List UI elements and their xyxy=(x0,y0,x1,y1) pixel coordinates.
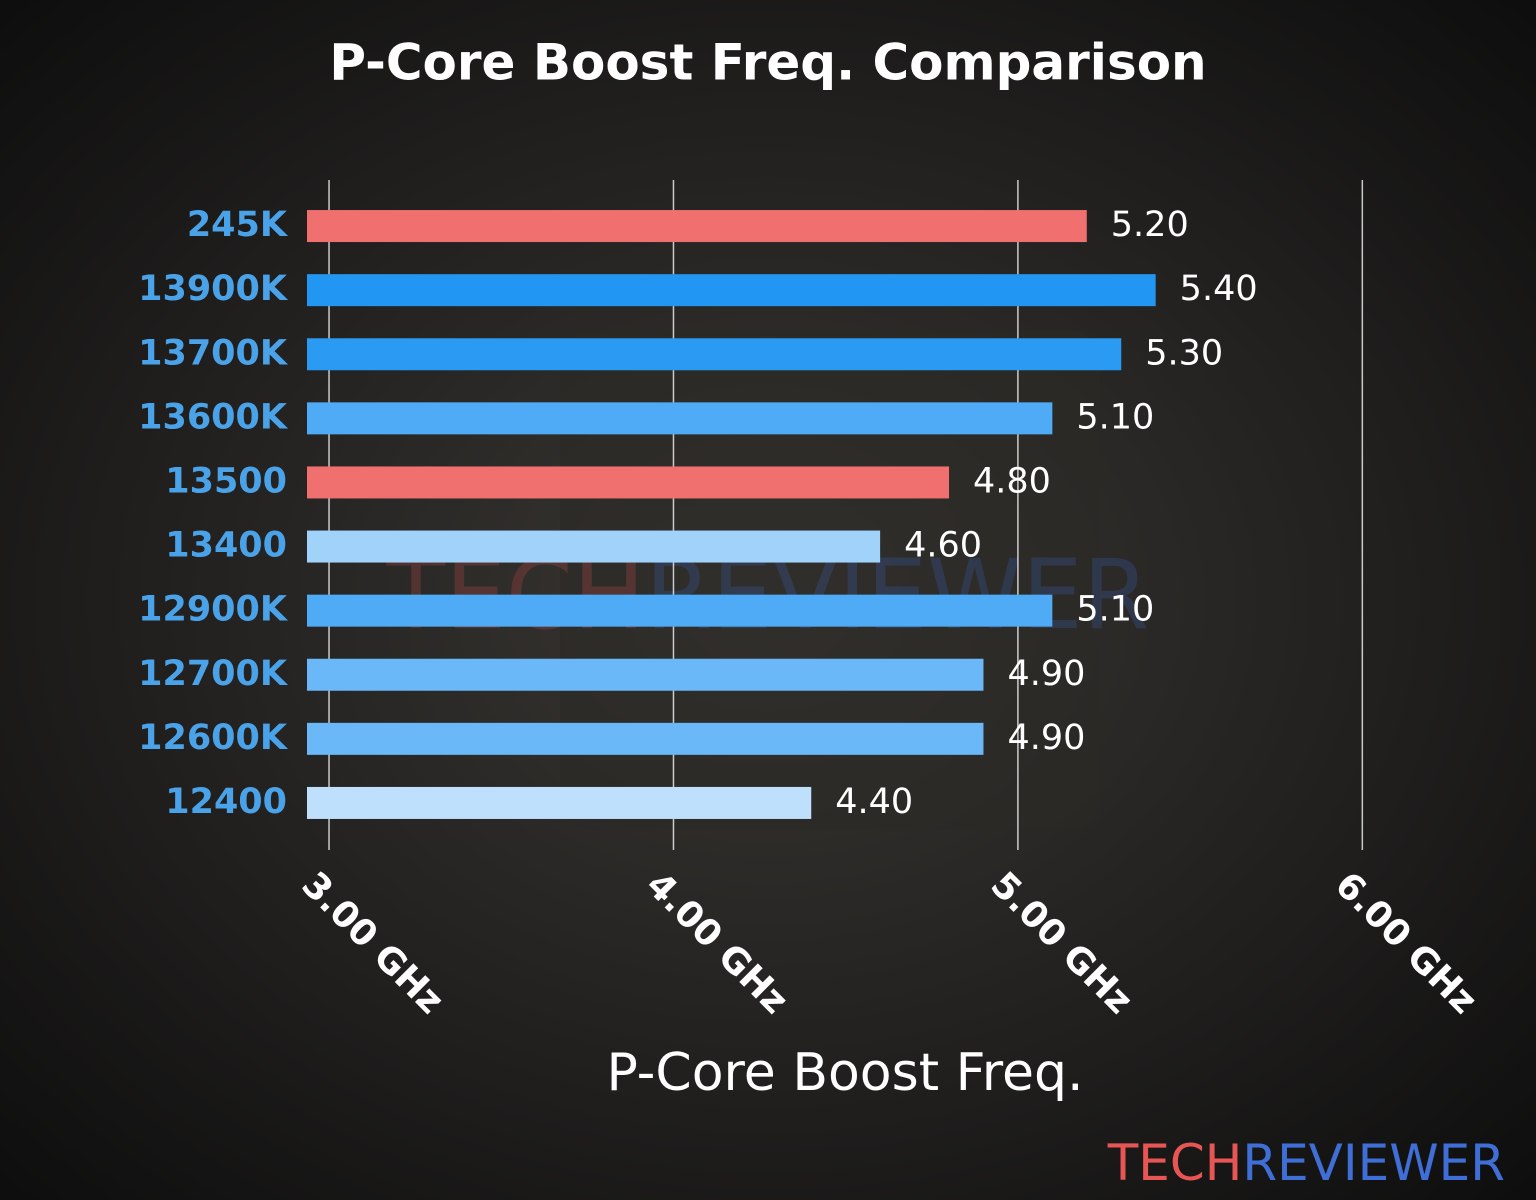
bar xyxy=(307,722,984,755)
y-tick-label: 13600K xyxy=(138,397,289,437)
bar xyxy=(307,402,1053,435)
bar xyxy=(307,274,1156,307)
bar xyxy=(307,466,950,499)
watermark-part: REVIEWER xyxy=(1242,1134,1505,1192)
y-tick-label: 12400 xyxy=(165,782,287,822)
y-tick-label: 12700K xyxy=(138,654,289,694)
bar xyxy=(307,210,1087,243)
y-tick-label: 13900K xyxy=(138,269,289,309)
value-label: 4.90 xyxy=(1007,654,1085,694)
background-chip xyxy=(560,330,1100,830)
bar xyxy=(307,530,881,563)
value-label: 4.80 xyxy=(973,461,1051,501)
bar xyxy=(307,594,1053,627)
value-label: 5.10 xyxy=(1076,397,1154,437)
chart-title: P-Core Boost Freq. Comparison xyxy=(329,34,1206,92)
value-label: 4.90 xyxy=(1007,718,1085,758)
value-label: 5.20 xyxy=(1111,205,1189,245)
value-label: 5.10 xyxy=(1076,590,1154,630)
bar xyxy=(307,786,812,819)
value-label: 5.40 xyxy=(1180,269,1258,309)
y-tick-label: 12900K xyxy=(138,590,289,630)
y-tick-label: 13400 xyxy=(165,526,287,566)
bar xyxy=(307,658,984,691)
watermark-part: TECH xyxy=(1107,1134,1243,1192)
value-label: 4.60 xyxy=(904,526,982,566)
value-label: 4.40 xyxy=(835,782,913,822)
value-label: 5.30 xyxy=(1145,333,1223,373)
bar xyxy=(307,338,1122,371)
x-axis-label: P-Core Boost Freq. xyxy=(606,1043,1083,1103)
y-tick-label: 13500 xyxy=(165,461,287,501)
watermark-logo: TECHREVIEWER xyxy=(1107,1134,1505,1192)
y-tick-label: 13700K xyxy=(138,333,289,373)
y-tick-label: 245K xyxy=(187,205,289,245)
y-tick-label: 12600K xyxy=(138,718,289,758)
